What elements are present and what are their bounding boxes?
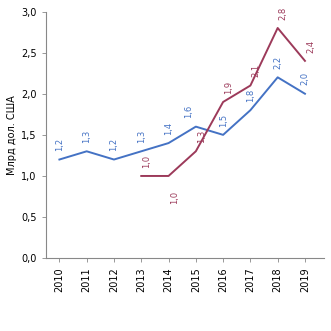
Text: 1,0: 1,0 (169, 191, 179, 204)
Text: 2,2: 2,2 (273, 56, 282, 69)
Початкова група (57, 158, 61, 162)
Text: 1,6: 1,6 (184, 105, 193, 118)
Розширена група (166, 174, 170, 178)
Text: 2,8: 2,8 (279, 6, 288, 20)
Text: 2,4: 2,4 (306, 39, 315, 53)
Початкова група (85, 149, 89, 153)
Початкова група (166, 141, 170, 145)
Text: 1,2: 1,2 (55, 138, 64, 151)
Text: 2,1: 2,1 (252, 64, 260, 77)
Text: 1,3: 1,3 (197, 130, 206, 143)
Text: 1,5: 1,5 (218, 114, 228, 126)
Початкова група (303, 92, 307, 96)
Розширена група (303, 59, 307, 63)
Text: 1,8: 1,8 (246, 89, 255, 102)
Text: 1,2: 1,2 (110, 138, 118, 151)
Text: 1,9: 1,9 (224, 80, 233, 94)
Розширена група (194, 149, 198, 153)
Початкова група (276, 75, 280, 79)
Text: 1,0: 1,0 (142, 155, 151, 167)
Початкова група (221, 133, 225, 137)
Розширена група (139, 174, 143, 178)
Text: 2,0: 2,0 (301, 72, 309, 85)
Розширена група (221, 100, 225, 104)
Початкова група (139, 149, 143, 153)
Line: Початкова група: Початкова група (59, 77, 305, 160)
Розширена група (276, 26, 280, 30)
Початкова група (194, 125, 198, 129)
Розширена група (248, 83, 252, 87)
Початкова група (112, 158, 116, 162)
Line: Розширена група: Розширена група (141, 28, 305, 176)
Text: 1,4: 1,4 (164, 121, 173, 135)
Text: 1,3: 1,3 (82, 130, 91, 143)
Y-axis label: Млрд дол. США: Млрд дол. США (7, 95, 17, 175)
Початкова група (248, 108, 252, 112)
Text: 1,3: 1,3 (137, 130, 146, 143)
